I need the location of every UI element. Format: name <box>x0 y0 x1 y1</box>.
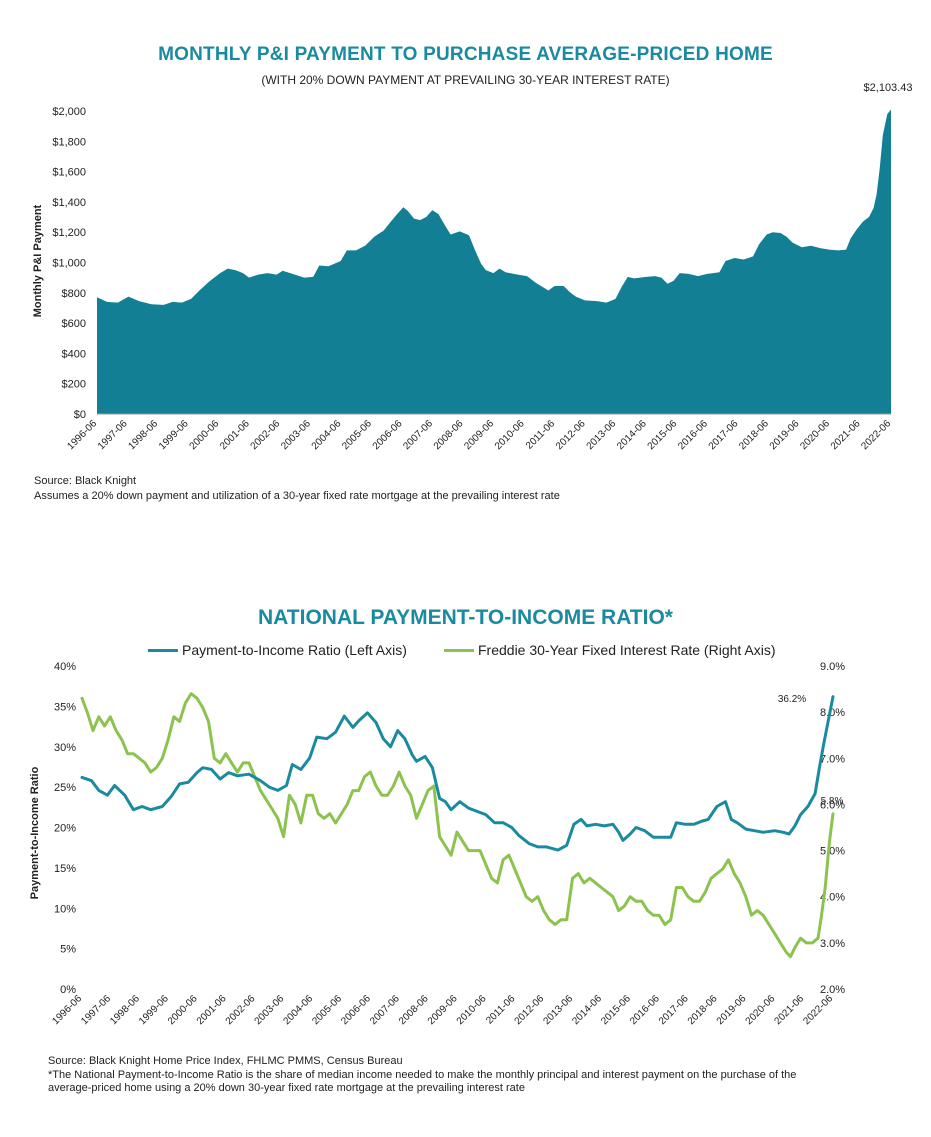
chart2-xtick-label: 2011-06 <box>484 993 518 1027</box>
chart2-xtick-label: 2003-06 <box>253 993 287 1027</box>
chart1-ytick-label: $1,200 <box>52 227 86 239</box>
chart1-ytick-label: $200 <box>62 379 86 391</box>
chart2-xtick-label: 2018-06 <box>686 993 720 1027</box>
chart1-end-value-label: $2,103.43 <box>864 82 913 94</box>
chart1-ytick-label: $1,400 <box>52 197 86 209</box>
chart2-xtick-label: 2002-06 <box>224 993 258 1027</box>
chart2-right-ytick-label: 8.0% <box>820 707 845 719</box>
chart2-xtick-label: 2001-06 <box>195 993 229 1027</box>
chart2-left-ytick-label: 25% <box>54 782 76 794</box>
chart1-ytick-label: $1,600 <box>52 167 86 179</box>
chart2-xtick-label: 1998-06 <box>108 993 142 1027</box>
chart2-xtick-label: 2009-06 <box>426 993 460 1027</box>
chart1-title: MONTHLY P&I PAYMENT TO PURCHASE AVERAGE-… <box>158 44 773 65</box>
legend-swatch-rate <box>444 648 474 652</box>
chart2-xtick-label: 2005-06 <box>310 993 344 1027</box>
chart2-xtick-label: 2008-06 <box>397 993 431 1027</box>
chart2-ratio-line <box>80 695 835 852</box>
chart1-ytick-label: $800 <box>62 288 86 300</box>
legend-label-rate: Freddie 30-Year Fixed Interest Rate (Rig… <box>478 642 776 658</box>
chart2-right-ytick-label: 3.0% <box>820 938 845 950</box>
chart2-source-note: Source: Black Knight Home Price Index, F… <box>48 1055 403 1067</box>
chart2-xtick-label: 2013-06 <box>541 993 575 1027</box>
chart2-left-ytick-label: 35% <box>54 701 76 713</box>
chart2-xtick-label: 1996-06 <box>50 993 84 1027</box>
chart2-left-ytick-label: 15% <box>54 863 76 875</box>
chart2-left-ytick-label: 10% <box>54 903 76 915</box>
chart2-left-ytick-label: 0% <box>60 984 76 996</box>
chart2-footnote-line2: average-priced home using a 20% down 30-… <box>48 1082 525 1094</box>
chart2-xtick-label: 2015-06 <box>599 993 633 1027</box>
legend-item-rate: Freddie 30-Year Fixed Interest Rate (Rig… <box>444 642 776 658</box>
chart2-right-ytick-label: 7.0% <box>820 753 845 765</box>
chart1-assumption-note: Assumes a 20% down payment and utilizati… <box>34 490 560 502</box>
chart2-footnote-line1: *The National Payment-to-Income Ratio is… <box>48 1069 797 1081</box>
chart2-rate-line <box>80 692 835 959</box>
chart2-xtick-label: 2012-06 <box>513 993 547 1027</box>
chart1-ytick-label: $1,800 <box>52 136 86 148</box>
chart2-xtick-label: 2020-06 <box>744 993 778 1027</box>
chart1-ytick-label: $600 <box>62 318 86 330</box>
chart2-xtick-label: 2019-06 <box>715 993 749 1027</box>
chart1-ytick-label: $2,000 <box>52 106 86 118</box>
chart2-xtick-label: 1999-06 <box>137 993 171 1027</box>
chart2-xtick-label: 2021-06 <box>773 993 807 1027</box>
chart2-right-ytick-label: 9.0% <box>820 661 845 673</box>
chart2-xtick-label: 2010-06 <box>455 993 489 1027</box>
chart1-area-series <box>97 109 891 414</box>
legend-swatch-ratio <box>148 648 178 652</box>
chart2-xtick-label: 2017-06 <box>657 993 691 1027</box>
chart2-xtick-label: 2007-06 <box>368 993 402 1027</box>
chart2-xtick-label: 2006-06 <box>339 993 373 1027</box>
chart1-ytick-label: $400 <box>62 348 86 360</box>
chart2-xtick-label: 2016-06 <box>628 993 662 1027</box>
chart2-xtick-label: 2022-06 <box>801 993 835 1027</box>
chart2-xtick-label: 2004-06 <box>281 993 315 1027</box>
chart2-title: NATIONAL PAYMENT-TO-INCOME RATIO* <box>258 606 673 629</box>
chart2-left-ytick-label: 20% <box>54 823 76 835</box>
legend-item-ratio: Payment-to-Income Ratio (Left Axis) <box>148 642 407 658</box>
chart2-left-ytick-label: 30% <box>54 742 76 754</box>
chart2-xtick-label: 2000-06 <box>166 993 200 1027</box>
chart2-right-ytick-label: 4.0% <box>820 892 845 904</box>
chart2-right-ytick-label: 2.0% <box>820 984 845 996</box>
chart1-ytick-label: $0 <box>74 409 86 421</box>
chart2-xtick-label: 2014-06 <box>570 993 604 1027</box>
chart2-ratio-end-label: 36.2% <box>778 694 806 705</box>
chart1-source-note: Source: Black Knight <box>34 475 137 487</box>
chart2-rate-end-label: 5.8% <box>821 796 844 807</box>
chart1-subtitle: (WITH 20% DOWN PAYMENT AT PREVAILING 30-… <box>261 73 670 87</box>
legend-label-ratio: Payment-to-Income Ratio (Left Axis) <box>182 642 407 658</box>
chart1-ytick-label: $1,000 <box>52 258 86 270</box>
chart1-plot: $0 $200 $400 $600 $800 $1,000 $1,200 $1,400 $1,6… <box>52 82 913 452</box>
chart2-xtick-label: 1997-06 <box>79 993 113 1027</box>
chart2-right-ytick-label: 5.0% <box>820 846 845 858</box>
chart2-left-ytick-label: 5% <box>60 944 76 956</box>
chart2-right-ytick-label: 6.0% <box>820 799 845 811</box>
chart2-left-ytick-label: 40% <box>54 661 76 673</box>
